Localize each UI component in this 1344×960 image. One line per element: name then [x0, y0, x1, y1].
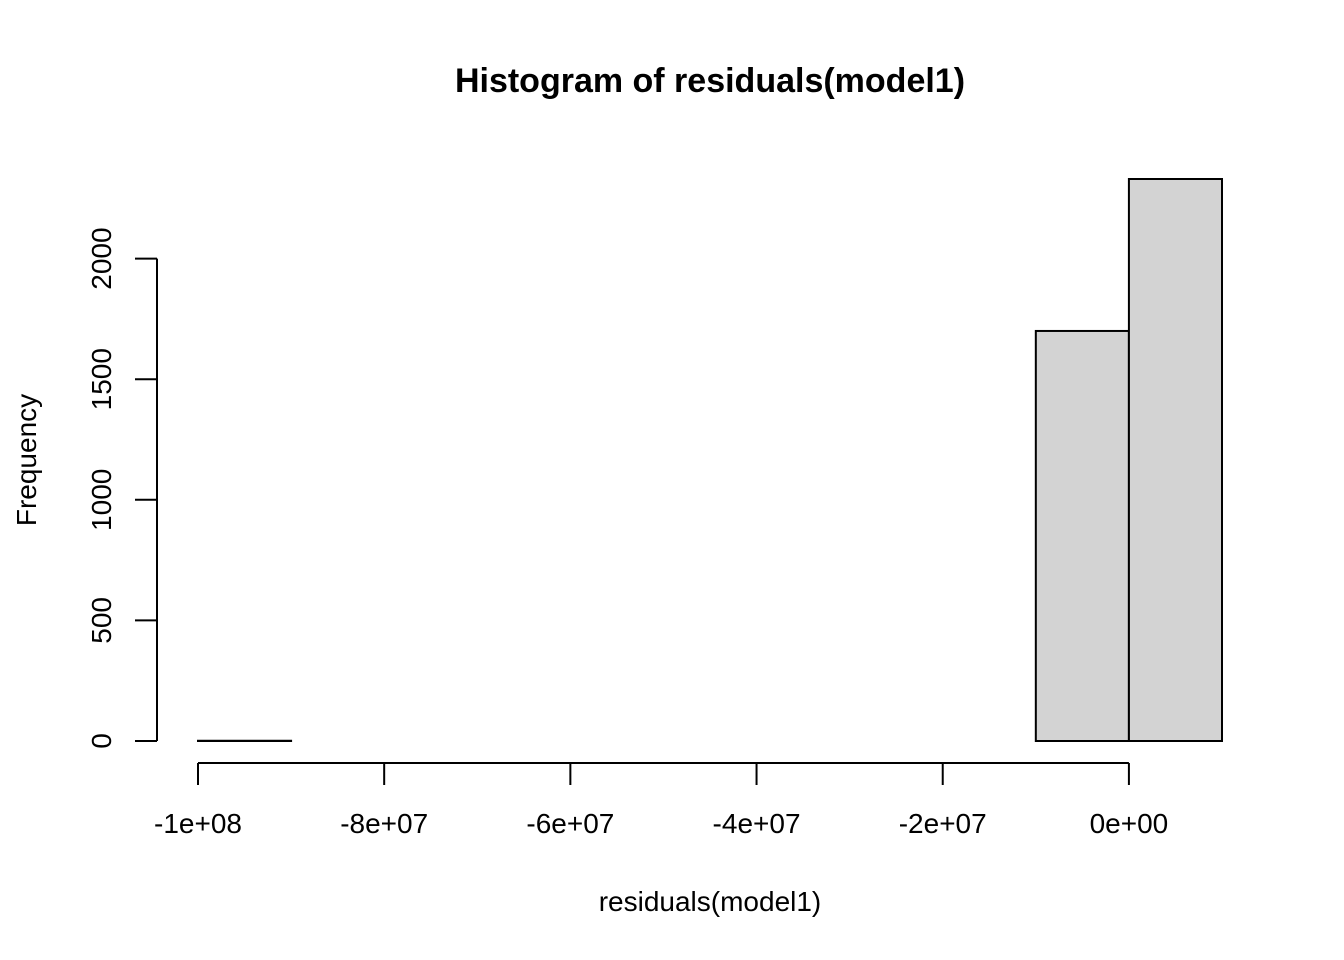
y-axis-label: Frequency	[11, 394, 42, 526]
x-axis-label: residuals(model1)	[599, 886, 822, 917]
x-axis: -1e+08 -8e+07 -6e+07 -4e+07 -2e+07 0e+00	[154, 762, 1169, 839]
y-tick-label: 1500	[86, 348, 117, 410]
x-tick-label: -8e+07	[340, 808, 428, 839]
y-tick-label: 0	[86, 733, 117, 749]
y-tick-label: 2000	[86, 227, 117, 289]
x-tick-label: -2e+07	[899, 808, 987, 839]
y-tick-label: 1000	[86, 469, 117, 531]
y-tick-label: 500	[86, 597, 117, 644]
bars-group	[197, 178, 1223, 742]
y-axis: 0 500 1000 1500 2000	[86, 227, 158, 749]
x-tick-label: 0e+00	[1090, 808, 1169, 839]
histogram-bar	[1034, 329, 1130, 742]
chart-title: Histogram of residuals(model1)	[455, 62, 965, 100]
histogram-bar	[1127, 178, 1223, 742]
x-tick-label: -4e+07	[713, 808, 801, 839]
x-tick-label: -6e+07	[526, 808, 614, 839]
x-tick-label: -1e+08	[154, 808, 242, 839]
